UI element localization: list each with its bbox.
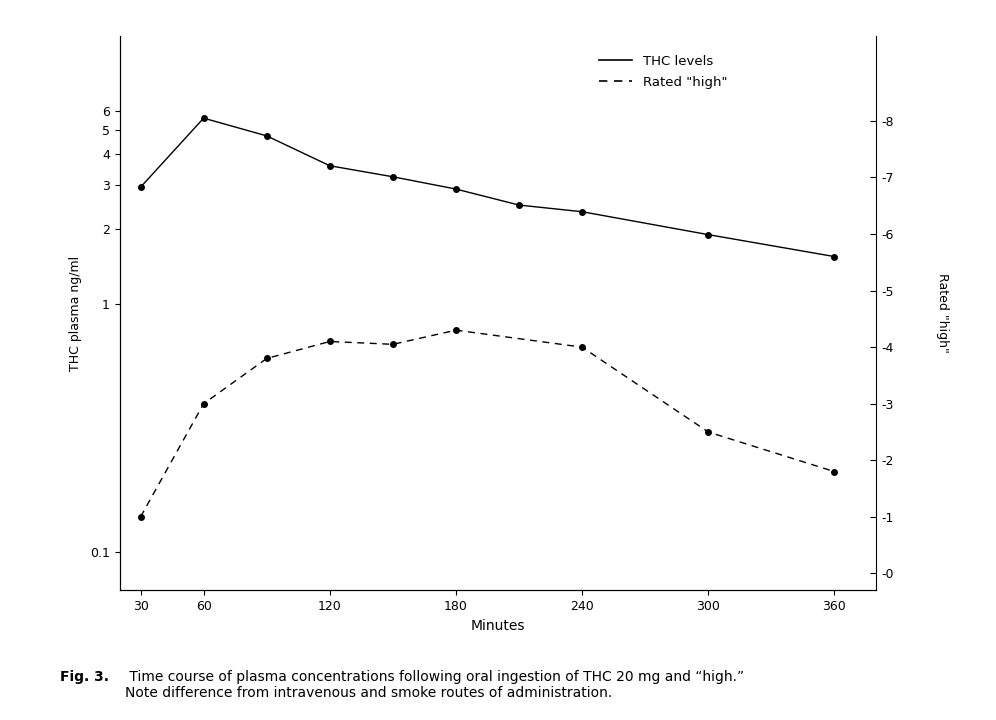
Text: Fig. 3.: Fig. 3.: [60, 670, 109, 683]
Rated "high": [134, 513, 146, 521]
THC levels: [261, 132, 273, 140]
Legend: THC levels, Rated "high": THC levels, Rated "high": [593, 48, 734, 95]
X-axis label: Minutes: Minutes: [471, 618, 525, 633]
THC levels: [829, 252, 841, 261]
Rated "high": [197, 400, 209, 408]
THC levels: [197, 114, 209, 122]
Line: THC levels: THC levels: [137, 115, 838, 259]
Y-axis label: THC plasma ng/ml: THC plasma ng/ml: [69, 256, 82, 371]
THC levels: [134, 183, 146, 192]
Rated "high": [829, 467, 841, 476]
Rated "high": [261, 354, 273, 363]
Rated "high": [324, 337, 336, 346]
Y-axis label: Rated "high": Rated "high": [935, 274, 948, 353]
Text: Time course of plasma concentrations following oral ingestion of THC 20 mg and “: Time course of plasma concentrations fol…: [124, 670, 744, 700]
THC levels: [324, 161, 336, 170]
Rated "high": [702, 428, 714, 436]
Rated "high": [450, 326, 462, 335]
Rated "high": [386, 340, 398, 348]
THC levels: [450, 185, 462, 194]
THC levels: [702, 230, 714, 239]
THC levels: [513, 201, 525, 210]
Line: Rated "high": Rated "high": [137, 328, 838, 520]
THC levels: [386, 173, 398, 181]
Rated "high": [576, 343, 588, 351]
THC levels: [576, 207, 588, 216]
